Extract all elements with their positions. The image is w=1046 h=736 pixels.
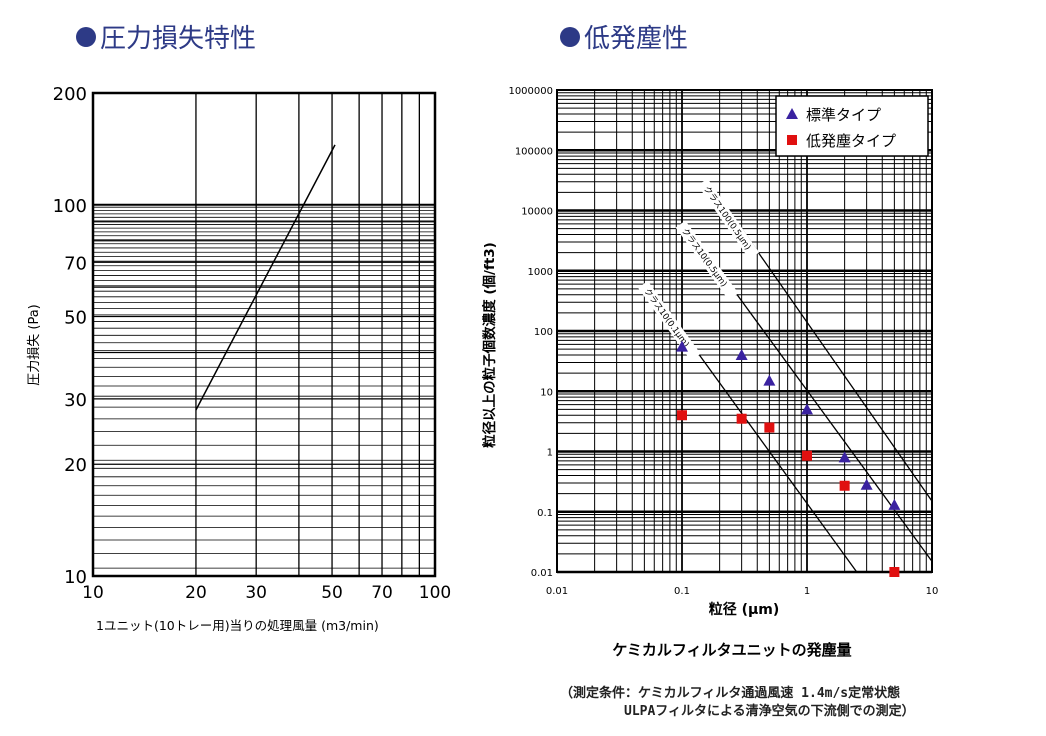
y-tick-label: 1000000 — [508, 86, 553, 97]
class-label-bg — [638, 280, 701, 361]
low-dust-type-marker — [889, 567, 900, 577]
y-tick-label: 1 — [547, 448, 553, 459]
y-tick-label: 70 — [64, 253, 87, 274]
class-line — [681, 330, 858, 573]
y-tick-label: 100 — [53, 196, 87, 217]
right-x-axis-label: 粒径 (μm) — [709, 601, 780, 618]
y-tick-label: 10 — [540, 387, 553, 398]
x-tick-label: 0.1 — [674, 586, 690, 597]
y-tick-label: 0.01 — [531, 568, 553, 579]
measurement-note-line1: （測定条件：ケミカルフィルタ通過風速 1.4m/s定常状態 — [560, 686, 901, 701]
standard-type-marker — [888, 498, 901, 510]
legend-box — [775, 95, 929, 157]
y-tick-label: 100000 — [515, 146, 553, 157]
right-grid — [556, 90, 932, 574]
standard-type-marker — [735, 348, 748, 360]
left-plot-border — [91, 91, 437, 578]
x-tick-label: 70 — [371, 583, 393, 603]
x-tick-label: 50 — [321, 583, 343, 603]
y-tick-label: 50 — [64, 308, 87, 329]
heading-pressure-loss-text: 圧力損失特性 — [100, 24, 257, 54]
standard-type-marker — [763, 374, 776, 386]
class-label-bg — [697, 178, 760, 260]
bullet-icon — [560, 26, 580, 47]
low-dust-type-marker — [736, 413, 747, 424]
low-dust-type-marker — [839, 480, 850, 491]
y-tick-label: 100 — [534, 327, 553, 338]
heading-low-dust-text: 低発塵性 — [584, 24, 689, 54]
low-dust-type-marker — [764, 422, 775, 433]
x-tick-label: 20 — [185, 583, 207, 603]
y-tick-label: 10 — [64, 567, 87, 588]
low-dust-type-marker — [677, 410, 687, 421]
x-tick-label: 30 — [245, 583, 267, 603]
standard-type-marker — [676, 340, 688, 352]
legend-label: 標準タイプ — [806, 106, 881, 124]
heading-low-dust: 低発塵性 — [560, 18, 688, 55]
legend-square-icon — [787, 135, 797, 145]
bullet-icon — [76, 26, 96, 47]
y-tick-label: 30 — [64, 390, 87, 411]
x-tick-label: 100 — [419, 583, 451, 603]
y-tick-label: 20 — [64, 455, 87, 476]
x-tick-label: 0.01 — [546, 586, 568, 597]
x-tick-label: 10 — [82, 583, 104, 603]
heading-pressure-loss: 圧力損失特性 — [76, 18, 256, 55]
standard-type-marker — [860, 478, 873, 490]
x-tick-label: 1 — [804, 586, 810, 597]
left-grid — [92, 92, 435, 577]
left-y-axis-label: 圧力損失 (Pa) — [27, 304, 42, 386]
pressure-loss-line — [195, 144, 336, 411]
standard-type-marker — [801, 403, 813, 415]
y-tick-label: 0.1 — [537, 508, 553, 519]
measurement-note-line2: ULPAフィルタによる清浄空気の下流側での測定） — [624, 704, 915, 719]
right-plot-border — [556, 89, 933, 573]
low-dust-type-marker — [802, 450, 812, 461]
class-line — [719, 270, 933, 562]
y-tick-label: 10000 — [521, 207, 553, 218]
chart-caption: ケミカルフィルタユニットの発塵量 — [612, 641, 851, 659]
right-y-axis-label: 粒径以上の粒子個数濃度 (個/ft3) — [481, 242, 498, 448]
class-label-bg — [675, 220, 739, 301]
x-tick-label: 10 — [926, 586, 939, 597]
legend-triangle-icon — [786, 108, 798, 119]
y-tick-label: 200 — [53, 84, 87, 105]
class-line — [741, 228, 933, 502]
y-tick-label: 1000 — [528, 267, 553, 278]
left-x-axis-label: 1ユニット(10トレー用)当りの処理風量 (m3/min) — [96, 618, 379, 633]
legend-label: 低発塵タイプ — [806, 132, 896, 150]
standard-type-marker — [838, 451, 851, 463]
